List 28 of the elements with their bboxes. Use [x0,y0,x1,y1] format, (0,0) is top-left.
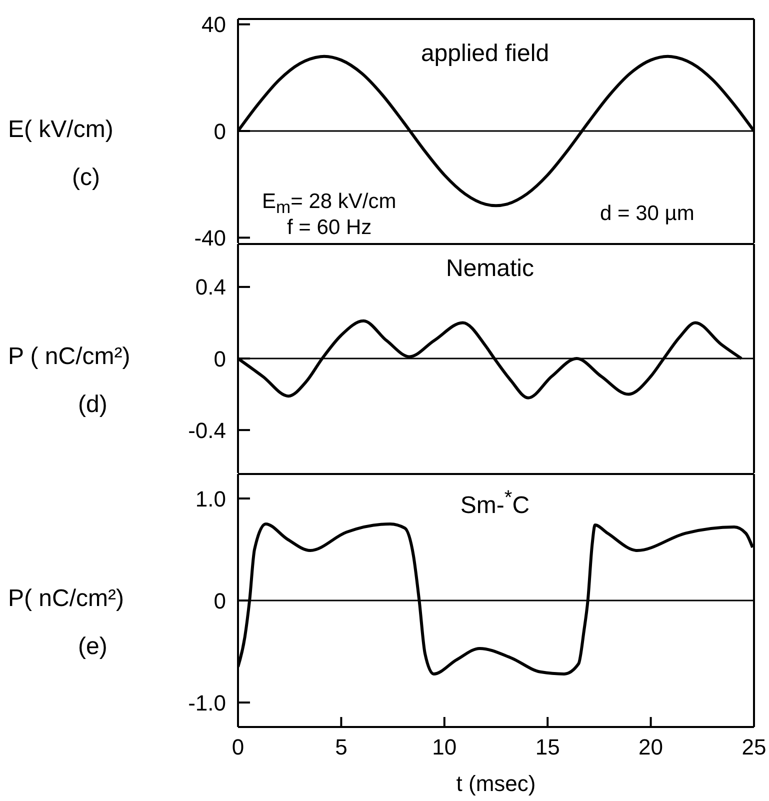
y-tick-label: -1.0 [188,690,226,716]
y-tick-label: 1.0 [195,486,226,512]
y-axis-title: E( kV/cm) [8,116,114,144]
x-tick-label: 0 [232,734,244,760]
x-tick-label: 20 [638,734,664,760]
x-tick-label: 25 [742,734,766,760]
y-tick-label: 0 [214,588,226,614]
text: Sm-$^{*}$C [459,487,531,520]
y-axis-title: P( nC/cm²) [8,585,124,613]
text: (c) [72,164,100,192]
y-tick-label: 0 [214,118,226,144]
y-axis-title: P ( nC/cm²) [8,343,130,371]
y-tick-label: -0.4 [188,418,226,443]
x-axis-title: t (msec) [456,771,536,796]
annotation: E$_{m}$= 28 kV/cm [262,190,396,218]
text: (d) [78,391,108,419]
x-tick-label: 5 [335,734,348,760]
y-tick-label: 40 [202,12,226,38]
y-tick-label: -40 [194,225,226,250]
text: Nematic [444,255,536,283]
y-tick-label: 0.4 [195,274,226,300]
text: applied field [420,40,550,68]
y-tick-label: 0 [214,346,226,372]
x-tick-label: 10 [432,734,457,760]
text: (e) [78,633,108,661]
annotation: d = 30 µm [600,202,694,226]
annotation: f = 60 Hz [287,216,372,240]
x-tick-label: 15 [535,734,560,760]
